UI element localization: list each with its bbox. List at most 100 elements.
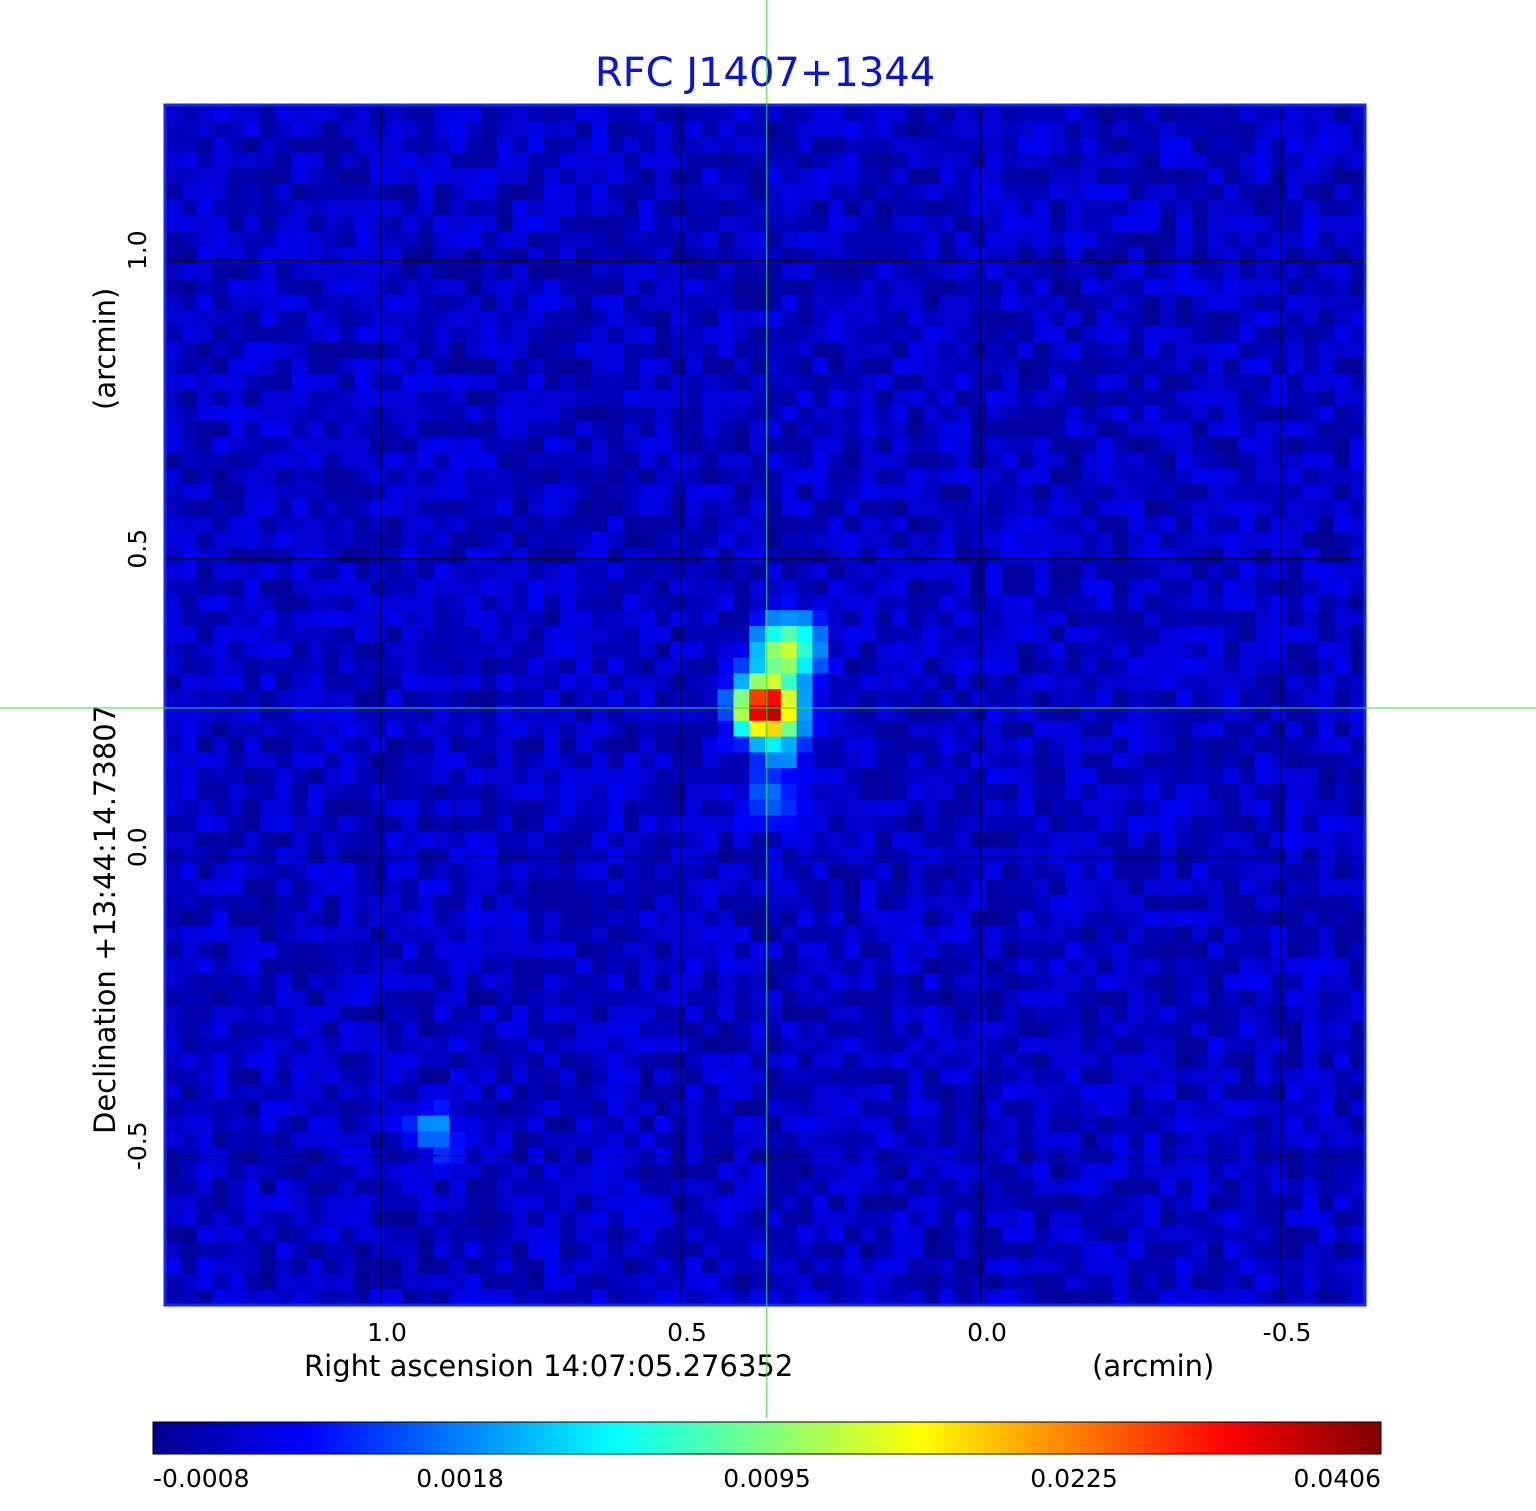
heatmap-pixel: [1143, 862, 1161, 880]
heatmap-pixel: [1191, 815, 1208, 832]
heatmap-pixel: [1080, 531, 1098, 548]
heatmap-pixel: [1333, 136, 1350, 153]
heatmap-pixel: [370, 152, 387, 169]
heatmap-pixel: [417, 531, 435, 548]
heatmap-pixel: [401, 105, 419, 122]
heatmap-pixel: [354, 783, 371, 801]
heatmap-pixel: [591, 326, 608, 343]
heatmap-pixel: [417, 215, 435, 232]
heatmap-pixel: [212, 515, 229, 532]
heatmap-pixel: [733, 720, 750, 738]
heatmap-pixel: [291, 183, 308, 201]
heatmap-pixel: [180, 1020, 198, 1038]
heatmap-pixel: [875, 626, 892, 643]
heatmap-pixel: [622, 420, 640, 438]
heatmap-pixel: [1333, 1115, 1350, 1132]
heatmap-pixel: [1033, 1099, 1050, 1117]
heatmap-pixel: [528, 736, 545, 753]
heatmap-pixel: [749, 373, 766, 390]
heatmap-pixel: [370, 452, 387, 469]
heatmap-pixel: [212, 562, 229, 580]
heatmap-pixel: [1080, 436, 1098, 453]
heatmap-pixel: [1207, 247, 1224, 264]
heatmap-pixel: [449, 278, 466, 296]
heatmap-pixel: [638, 1068, 656, 1085]
heatmap-pixel: [907, 420, 924, 438]
heatmap-pixel: [812, 894, 829, 911]
heatmap-pixel: [701, 215, 719, 232]
heatmap-pixel: [1301, 515, 1319, 532]
heatmap-pixel: [828, 910, 845, 927]
heatmap-pixel: [1049, 752, 1066, 769]
heatmap-pixel: [228, 783, 245, 801]
heatmap-pixel: [275, 468, 292, 485]
heatmap-pixel: [733, 783, 750, 801]
heatmap-pixel: [401, 168, 419, 185]
heatmap-pixel: [417, 1083, 435, 1101]
heatmap-pixel: [291, 310, 308, 327]
heatmap-pixel: [970, 247, 987, 264]
heatmap-pixel: [1112, 957, 1129, 975]
heatmap-pixel: [386, 641, 403, 659]
heatmap-pixel: [859, 1020, 877, 1038]
heatmap-pixel: [970, 278, 987, 296]
heatmap-pixel: [575, 326, 592, 343]
heatmap-pixel: [338, 1068, 356, 1085]
heatmap-pixel: [543, 736, 561, 753]
heatmap-pixel: [1143, 799, 1161, 817]
heatmap-pixel: [654, 1083, 671, 1101]
heatmap-pixel: [386, 278, 403, 296]
heatmap-pixel: [417, 515, 435, 532]
heatmap-pixel: [559, 720, 577, 738]
heatmap-pixel: [1143, 468, 1161, 485]
heatmap-pixel: [1317, 515, 1335, 532]
heatmap-pixel: [180, 720, 198, 738]
heatmap-pixel: [275, 278, 292, 296]
heatmap-pixel: [1096, 168, 1113, 185]
heatmap-pixel: [259, 231, 277, 248]
heatmap-pixel: [1143, 720, 1161, 738]
heatmap-pixel: [1096, 736, 1113, 753]
heatmap-pixel: [559, 215, 577, 232]
heatmap-pixel: [1049, 389, 1066, 406]
heatmap-pixel: [307, 689, 324, 706]
heatmap-pixel: [1049, 799, 1066, 817]
heatmap-pixel: [938, 657, 956, 675]
heatmap-pixel: [986, 641, 1003, 659]
heatmap-pixel: [970, 783, 987, 801]
heatmap-pixel: [1207, 215, 1224, 232]
heatmap-pixel: [954, 168, 971, 185]
heatmap-pixel: [543, 1083, 561, 1101]
heatmap-pixel: [1080, 310, 1098, 327]
heatmap-pixel: [228, 515, 245, 532]
heatmap-pixel: [1349, 326, 1365, 343]
heatmap-pixel: [622, 957, 640, 975]
heatmap-pixel: [828, 562, 845, 580]
heatmap-pixel: [622, 310, 640, 327]
heatmap-pixel: [607, 183, 624, 201]
heatmap-pixel: [970, 341, 987, 359]
heatmap-pixel: [433, 373, 450, 390]
heatmap-pixel: [1286, 357, 1303, 375]
heatmap-pixel: [907, 736, 924, 753]
heatmap-pixel: [1159, 783, 1177, 801]
heatmap-pixel: [828, 499, 845, 517]
heatmap-pixel: [322, 610, 340, 627]
heatmap-pixel: [812, 199, 829, 217]
heatmap-pixel: [1143, 420, 1161, 438]
heatmap-pixel: [1001, 657, 1019, 675]
heatmap-pixel: [938, 973, 956, 990]
heatmap-pixel: [180, 831, 198, 848]
heatmap-pixel: [401, 752, 419, 769]
heatmap-pixel: [1238, 705, 1256, 722]
heatmap-pixel: [228, 610, 245, 627]
heatmap-pixel: [243, 641, 261, 659]
heatmap-pixel: [1143, 120, 1161, 138]
heatmap-pixel: [259, 1083, 277, 1101]
heatmap-pixel: [686, 420, 703, 438]
heatmap-pixel: [907, 705, 924, 722]
heatmap-pixel: [607, 515, 624, 532]
heatmap-pixel: [275, 989, 292, 1006]
heatmap-pixel: [622, 262, 640, 280]
heatmap-pixel: [275, 1083, 292, 1101]
